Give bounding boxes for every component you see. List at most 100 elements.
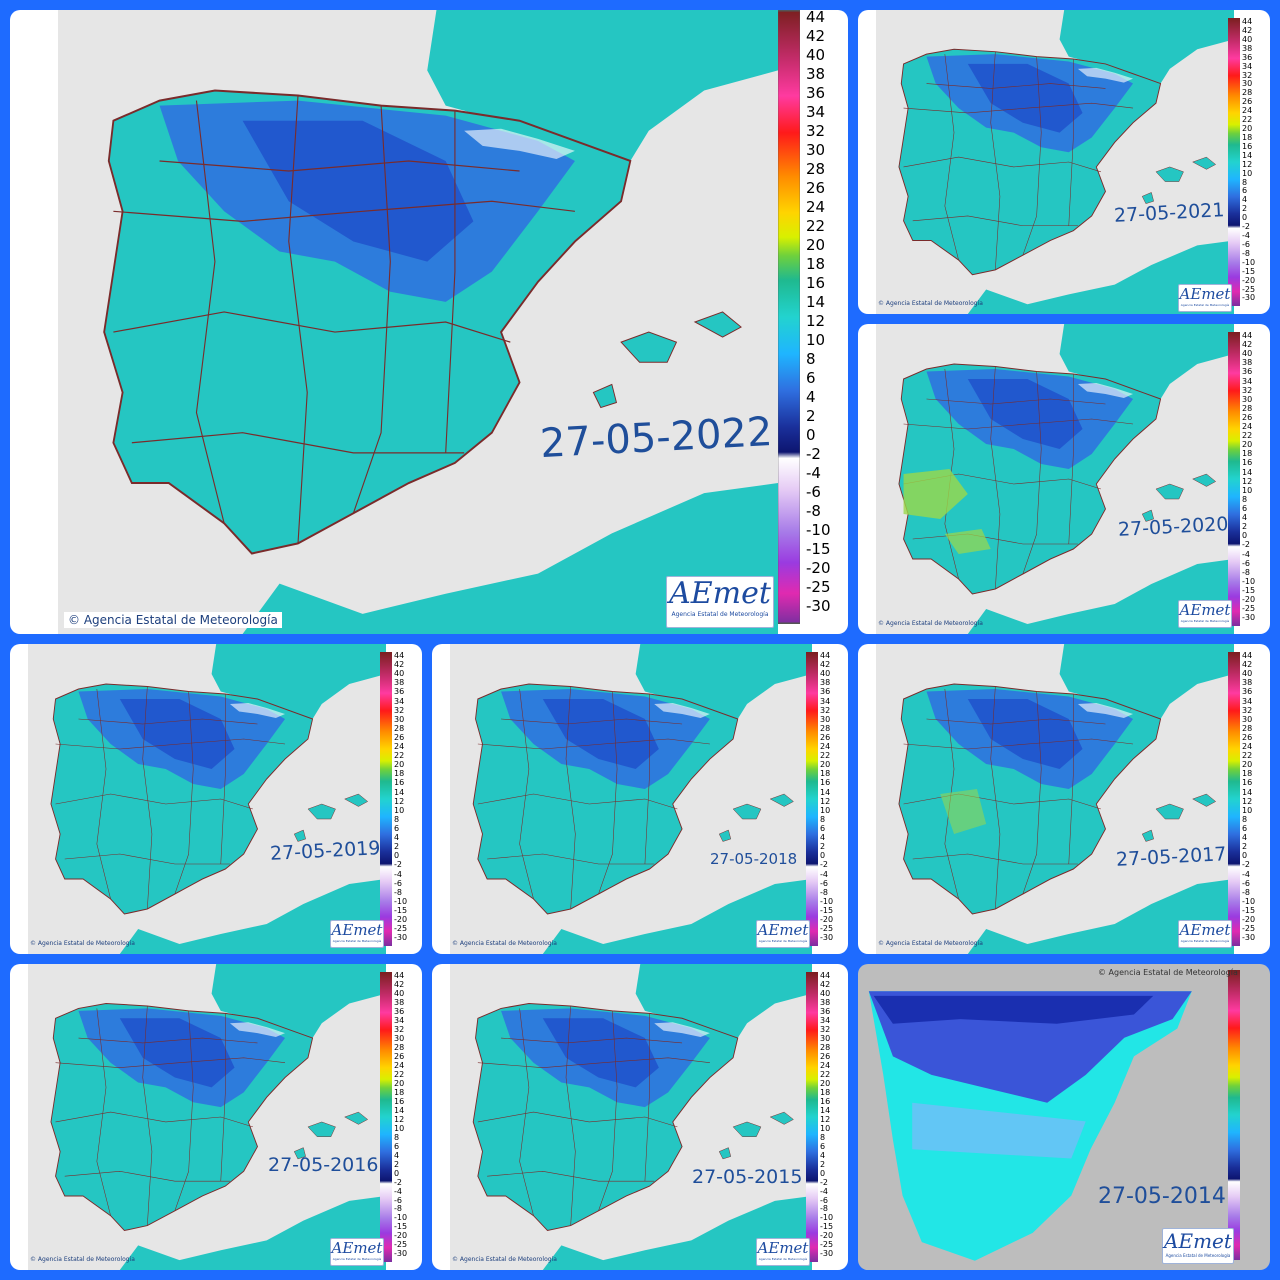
scale-tick-label: -8 [806, 502, 821, 521]
scale-tick-label: 6 [820, 823, 826, 833]
scale-tick-label: 44 [1242, 17, 1253, 26]
scale-tick-label: 26 [1242, 412, 1253, 422]
map-tile-2019: 44 42 40 38 36 34 32 30 28 26 24 22 20 18 16 14 12 10 8 6 4 2… [10, 644, 422, 954]
scale-tick-label: 28 [1242, 403, 1253, 413]
scale-tick-label: -2 [394, 1177, 402, 1187]
scale-tick-label: 18 [394, 769, 405, 779]
temperature-scale-bar [1228, 332, 1240, 626]
scale-tick-label: 42 [820, 979, 831, 989]
scale-tick-label: 8 [1242, 814, 1248, 824]
map-tile-2014: 27-05-2014 AEmet Agencia Estatal de Meteo… [858, 964, 1270, 1270]
scale-tick-label: 40 [820, 669, 831, 679]
scale-tick-label: 20 [394, 1078, 405, 1088]
temperature-scale [1228, 970, 1266, 1260]
scale-tick-label: 40 [1242, 34, 1253, 44]
scale-tick-label: 12 [806, 312, 826, 331]
scale-tick-label: 26 [806, 179, 826, 198]
scale-tick-label: 16 [1242, 778, 1253, 788]
scale-tick-label: -10 [820, 1213, 834, 1223]
scale-tick-label: 34 [806, 103, 826, 122]
scale-tick-label: 30 [820, 714, 831, 724]
scale-tick-label: 42 [1242, 340, 1253, 350]
temperature-map-2017 [876, 644, 1234, 954]
scale-tick-label: 38 [806, 65, 826, 84]
scale-tick-label: 12 [394, 796, 405, 806]
scale-tick-label: 42 [394, 979, 405, 989]
scale-tick-label: 40 [1242, 669, 1253, 679]
temperature-scale-bar [778, 10, 800, 624]
scale-tick-label: -10 [394, 896, 408, 906]
scale-tick-label: -6 [1242, 239, 1250, 249]
scale-tick-label: 20 [820, 1078, 831, 1088]
scale-tick-label: -8 [1242, 567, 1250, 577]
scale-tick-label: -30 [1242, 293, 1256, 303]
scale-tick-label: 8 [820, 814, 826, 824]
scale-tick-label: 14 [820, 1105, 831, 1115]
scale-tick-label: 0 [820, 851, 826, 861]
scale-tick-label: 40 [1242, 349, 1253, 359]
scale-tick-label: 42 [806, 27, 826, 45]
scale-tick-label: 12 [394, 1114, 405, 1124]
scale-ticks: 44 42 40 38 36 34 32 30 28 26 24 22 20 18 16 14 12 10 8 6 4 2… [806, 10, 846, 624]
map-date: 27-05-2015 [692, 1166, 803, 1188]
scale-tick-label: 32 [394, 1024, 405, 1034]
scale-tick-label: -10 [806, 521, 831, 540]
scale-tick-label: 16 [1242, 141, 1253, 151]
scale-tick-label: 4 [1242, 513, 1248, 523]
aemet-logo: AEmet Agencia Estatal de Meteorología [1178, 284, 1232, 312]
scale-tick-label: 0 [1242, 851, 1248, 861]
scale-tick-label: 34 [1242, 376, 1253, 386]
scale-tick-label: -20 [820, 1231, 834, 1241]
scale-tick-label: 42 [820, 660, 831, 670]
temperature-scale-bar [1228, 18, 1240, 306]
copyright-text: © Agencia Estatal de Meteorología [1098, 968, 1238, 977]
scale-tick-label: -15 [394, 1222, 408, 1232]
temperature-scale-bar [806, 652, 818, 946]
copyright-text: © Agencia Estatal de Meteorología [878, 620, 983, 627]
scale-tick-label: 36 [806, 84, 826, 103]
scale-tick-label: -20 [394, 915, 408, 925]
temperature-scale-bar [1228, 970, 1240, 1260]
scale-tick-label: 44 [1242, 651, 1253, 660]
scale-tick-label: 24 [394, 742, 405, 752]
scale-tick-label: 30 [806, 141, 826, 160]
scale-tick-label: 12 [1242, 159, 1253, 169]
scale-tick-label: 2 [1242, 522, 1248, 532]
map-tile-2022: 44 42 40 38 36 34 32 30 28 26 24 22 20 18 16 14 12 10 8 6 4 2… [10, 10, 848, 634]
scale-tick-label: 34 [820, 1015, 831, 1025]
temperature-map-2015 [450, 964, 812, 1270]
scale-tick-label: -6 [394, 1195, 402, 1205]
scale-tick-label: 8 [394, 814, 400, 824]
temperature-map-2022 [58, 10, 778, 634]
scale-tick-label: -4 [820, 1186, 828, 1196]
scale-tick-label: 10 [394, 805, 405, 815]
aemet-logo: AEmet Agencia Estatal de Meteorología [1178, 600, 1232, 628]
scale-tick-label: 6 [1242, 823, 1248, 833]
scale-tick-label: 4 [394, 833, 400, 843]
map-tile-2017: 44 42 40 38 36 34 32 30 28 26 24 22 20 18 16 14 12 10 8 6 4 2… [858, 644, 1270, 954]
scale-tick-label: -20 [820, 915, 834, 925]
scale-tick-label: 2 [394, 842, 400, 852]
scale-tick-label: 6 [1242, 503, 1248, 513]
temperature-scale: 44 42 40 38 36 34 32 30 28 26 24 22 20 18 16 14 12 10 8 6 4 2… [1228, 332, 1266, 626]
temperature-scale: 44 42 40 38 36 34 32 30 28 26 24 22 20 18 16 14 12 10 8 6 4 2… [806, 972, 844, 1262]
temperature-scale: 44 42 40 38 36 34 32 30 28 26 24 22 20 18 16 14 12 10 8 6 4 2… [1228, 652, 1266, 946]
aemet-logo: AEmet Agencia Estatal de Meteorología [330, 920, 384, 948]
scale-tick-label: -2 [820, 860, 828, 870]
scale-tick-label: -25 [806, 578, 831, 597]
scale-tick-label: 22 [820, 1069, 831, 1079]
scale-tick-label: 44 [394, 971, 405, 980]
map-tile-2020: 44 42 40 38 36 34 32 30 28 26 24 22 20 18 16 14 12 10 8 6 4 2… [858, 324, 1270, 634]
scale-tick-label: 42 [1242, 25, 1253, 35]
scale-tick-label: 24 [394, 1060, 405, 1070]
scale-tick-label: -8 [820, 1204, 828, 1214]
scale-tick-label: 44 [394, 651, 405, 660]
scale-tick-label: 20 [1242, 440, 1253, 450]
scale-tick-label: -30 [820, 933, 834, 943]
scale-tick-label: 38 [820, 678, 831, 688]
scale-tick-label: -25 [394, 1240, 408, 1250]
scale-tick-label: -25 [1242, 604, 1256, 614]
map-date: 27-05-2014 [1098, 1184, 1226, 1209]
scale-tick-label: 24 [820, 1060, 831, 1070]
scale-tick-label: -15 [1242, 585, 1256, 595]
